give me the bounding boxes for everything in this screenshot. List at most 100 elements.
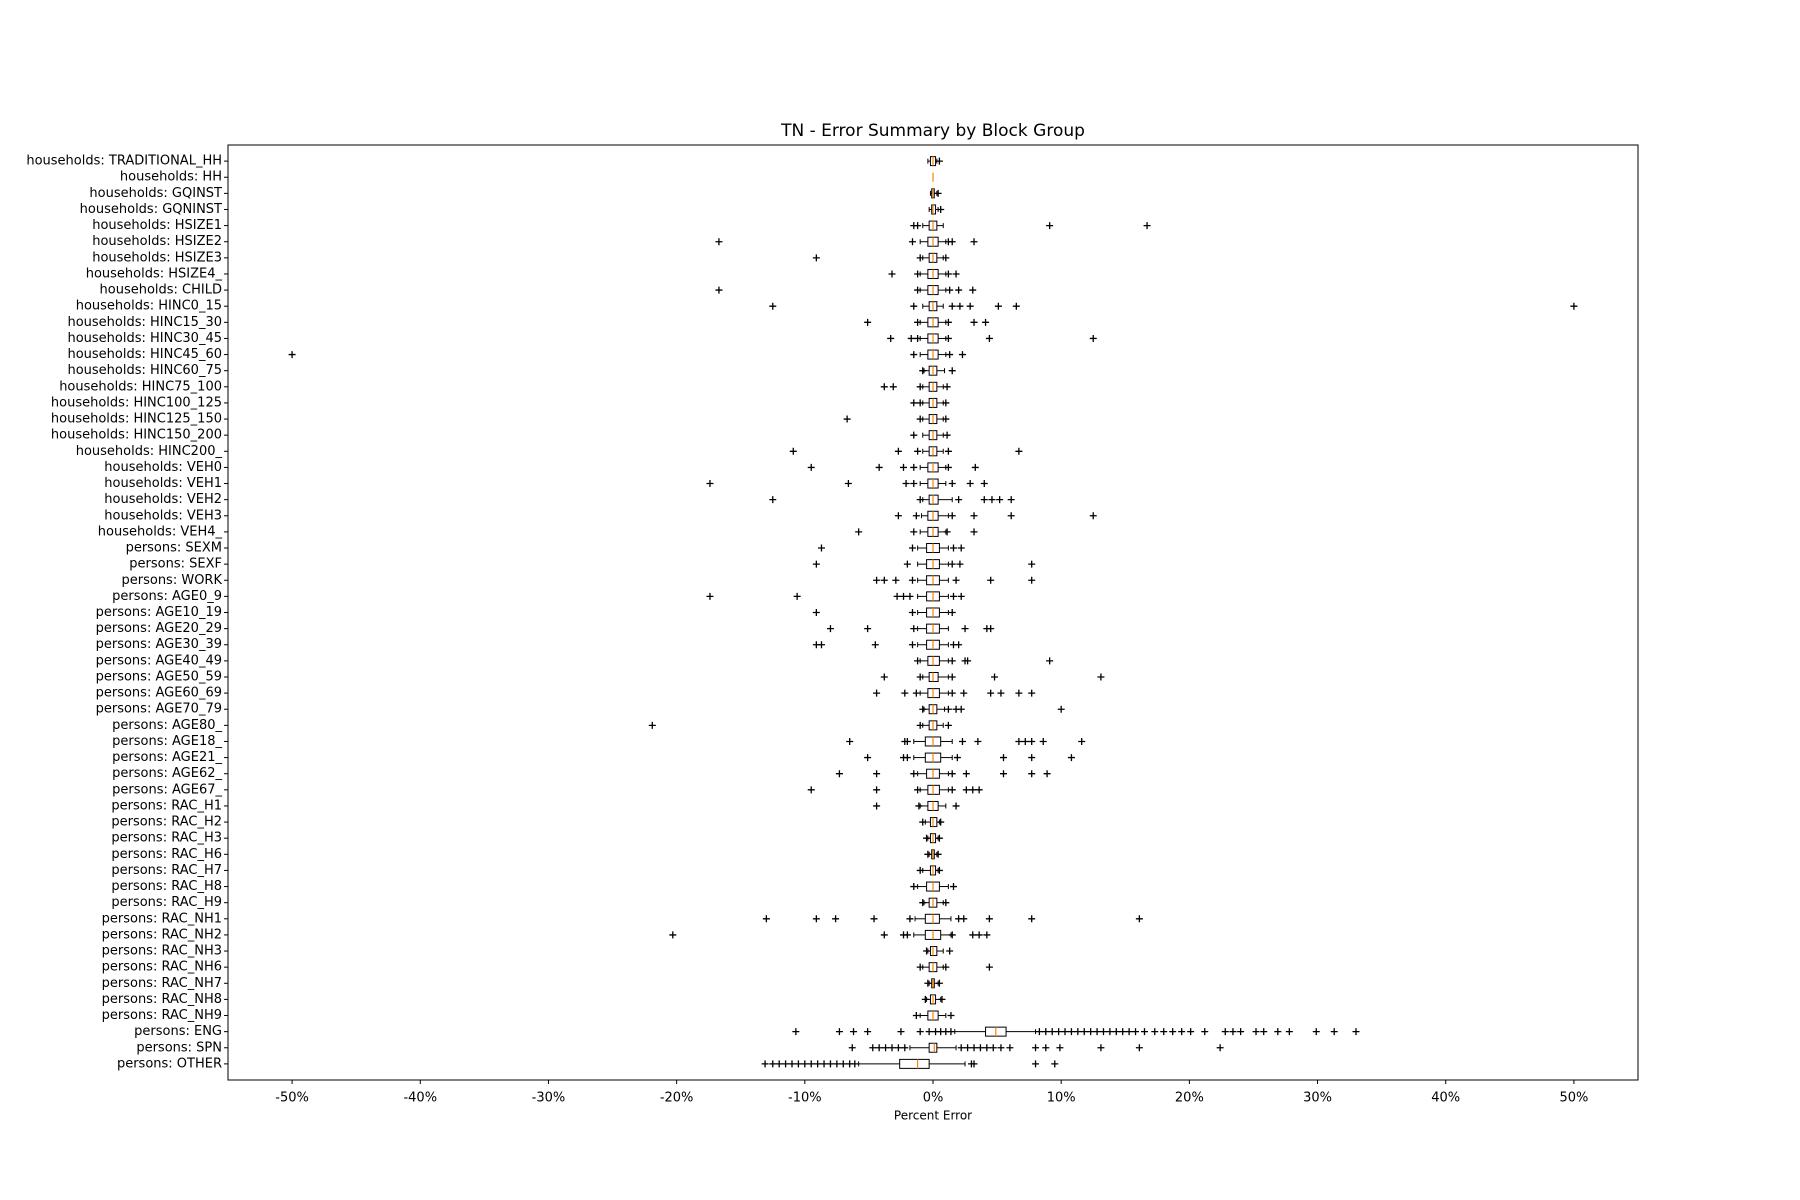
- flier: [870, 915, 878, 923]
- flier: [801, 1060, 809, 1068]
- flier: [1078, 737, 1086, 745]
- flier: [873, 689, 881, 697]
- y-tick-label: persons: AGE20_29: [96, 621, 222, 636]
- box: [927, 688, 940, 699]
- flier: [944, 318, 952, 326]
- flier: [900, 592, 908, 600]
- flier: [962, 770, 970, 778]
- flier: [944, 721, 952, 729]
- flier: [943, 383, 951, 391]
- flier: [946, 286, 954, 294]
- flier: [1252, 1028, 1260, 1036]
- x-tick-label: -30%: [532, 1091, 566, 1106]
- flier: [970, 1060, 978, 1068]
- flier: [923, 947, 931, 955]
- flier: [789, 447, 797, 455]
- flier: [910, 625, 918, 633]
- flier: [952, 270, 960, 278]
- flier: [908, 641, 916, 649]
- flier: [864, 318, 872, 326]
- flier: [882, 1044, 890, 1052]
- flier: [916, 254, 924, 262]
- flier: [1042, 1044, 1050, 1052]
- box: [928, 1042, 938, 1053]
- y-tick-label: households: GQINST: [89, 186, 222, 201]
- flier: [935, 834, 943, 842]
- box: [899, 1058, 930, 1069]
- flier: [980, 480, 988, 488]
- y-tick-label: persons: RAC_H9: [111, 895, 222, 910]
- flier: [902, 480, 910, 488]
- y-tick-label: persons: AGE0_9: [112, 589, 222, 604]
- flier: [982, 318, 990, 326]
- flier: [948, 931, 956, 939]
- flier: [1143, 222, 1151, 230]
- flier: [955, 286, 963, 294]
- flier: [935, 157, 943, 165]
- flier: [916, 399, 924, 407]
- flier: [782, 1060, 790, 1068]
- flier: [916, 721, 924, 729]
- flier: [944, 463, 952, 471]
- flier: [908, 238, 916, 246]
- flier: [960, 689, 968, 697]
- flier: [950, 544, 958, 552]
- flier: [1035, 1028, 1043, 1036]
- flier: [919, 818, 927, 826]
- flier: [1006, 1044, 1014, 1052]
- flier: [761, 1060, 769, 1068]
- y-tick-label: persons: AGE80_: [112, 718, 222, 733]
- flier: [916, 415, 924, 423]
- flier: [948, 673, 956, 681]
- flier: [1330, 1028, 1338, 1036]
- flier: [769, 1060, 777, 1068]
- flier: [924, 850, 932, 858]
- flier: [706, 480, 714, 488]
- flier: [1067, 1028, 1075, 1036]
- flier: [762, 915, 770, 923]
- x-tick-label: 20%: [1175, 1091, 1204, 1106]
- y-tick-label: persons: AGE70_79: [96, 702, 222, 717]
- flier: [950, 883, 958, 891]
- flier: [807, 786, 815, 794]
- flier: [916, 673, 924, 681]
- flier: [871, 641, 879, 649]
- box: [924, 913, 940, 924]
- flier: [1274, 1028, 1282, 1036]
- flier: [850, 1028, 858, 1036]
- flier: [910, 431, 918, 439]
- flier: [835, 770, 843, 778]
- flier: [924, 979, 932, 987]
- flier: [996, 496, 1004, 504]
- flier: [901, 1044, 909, 1052]
- flier: [1028, 915, 1036, 923]
- y-tick-label: persons: RAC_H3: [111, 831, 222, 846]
- flier: [914, 334, 922, 342]
- y-tick-label: persons: AGE21_: [112, 750, 222, 765]
- flier: [1229, 1028, 1237, 1036]
- flier: [788, 1060, 796, 1068]
- flier: [989, 1044, 997, 1052]
- flier: [814, 1060, 822, 1068]
- flier: [1032, 1044, 1040, 1052]
- flier: [948, 512, 956, 520]
- flier: [1119, 1028, 1127, 1036]
- flier: [942, 254, 950, 262]
- flier: [962, 786, 970, 794]
- flier: [812, 915, 820, 923]
- y-tick-label: households: CHILD: [100, 283, 222, 298]
- flier: [970, 528, 978, 536]
- flier: [1087, 1028, 1095, 1036]
- flier: [880, 673, 888, 681]
- flier: [1352, 1028, 1360, 1036]
- flier: [910, 351, 918, 359]
- flier: [1048, 1028, 1056, 1036]
- flier: [907, 334, 915, 342]
- flier: [869, 1044, 877, 1052]
- flier: [934, 850, 942, 858]
- y-tick-label: households: HSIZE4_: [86, 266, 223, 281]
- y-tick-label: persons: RAC_NH7: [102, 976, 222, 991]
- flier: [1097, 1044, 1105, 1052]
- flier: [1089, 334, 1097, 342]
- y-tick-label: persons: RAC_H6: [111, 847, 222, 862]
